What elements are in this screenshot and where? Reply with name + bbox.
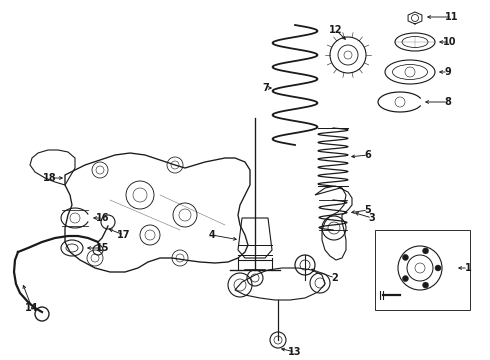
Text: 4: 4 [209,230,216,240]
Text: 9: 9 [444,67,451,77]
Text: 17: 17 [117,230,131,240]
Text: 5: 5 [365,205,371,215]
Text: 7: 7 [263,83,270,93]
Text: 12: 12 [329,25,343,35]
Text: 15: 15 [96,243,110,253]
Text: 16: 16 [96,213,110,223]
Circle shape [402,276,409,282]
Text: 14: 14 [25,303,39,313]
Text: 1: 1 [465,263,471,273]
Circle shape [435,265,441,271]
Circle shape [422,282,429,288]
Text: 2: 2 [332,273,339,283]
Text: 18: 18 [43,173,57,183]
Text: 6: 6 [365,150,371,160]
Text: 11: 11 [445,12,459,22]
Bar [375,230,470,310]
Text: 10: 10 [443,37,457,47]
Text: 8: 8 [444,97,451,107]
Text: 3: 3 [368,213,375,223]
Circle shape [402,255,409,260]
Text: 13: 13 [288,347,302,357]
Circle shape [422,248,429,254]
